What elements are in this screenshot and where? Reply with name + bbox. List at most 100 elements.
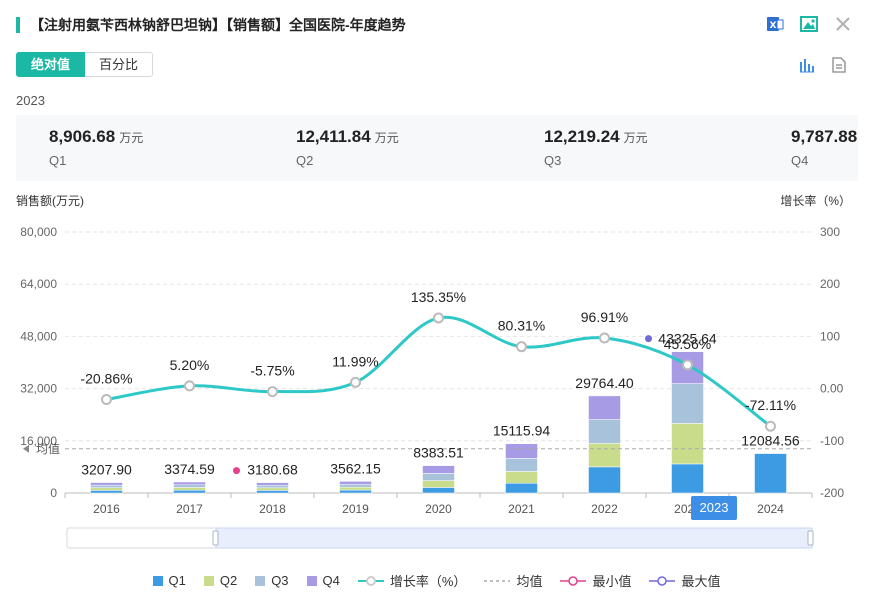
y-axis-title: 销售额(万元) xyxy=(16,194,84,208)
chart-title: 【注射用氨苄西林钠舒巴坦钠】【销售额】全国医院-年度趋势 xyxy=(30,17,406,33)
legend-q1[interactable]: Q1 xyxy=(152,571,186,590)
growth-point xyxy=(765,420,776,432)
bar-q4 xyxy=(173,481,206,485)
y2-tick-label: 100 xyxy=(820,329,840,343)
excel-export-icon[interactable]: X xyxy=(765,14,785,34)
legend-label: 最大值 xyxy=(681,574,721,589)
growth-point xyxy=(682,359,693,371)
bar-q2 xyxy=(505,471,538,484)
title-actions: X xyxy=(765,14,853,34)
bar-total-label: 43325.64 xyxy=(658,331,717,347)
summary-unit: 万元 xyxy=(119,131,144,145)
summary-q1: 8,906.68 万元 Q1 xyxy=(49,127,143,168)
legend-growth[interactable]: 增长率（%） xyxy=(357,571,467,590)
bar-q1 xyxy=(173,489,206,494)
value-mode-toggle: 绝对值 百分比 xyxy=(16,52,154,77)
x-tick-label: 2021 xyxy=(508,502,535,516)
zoom-handle-right xyxy=(807,530,814,546)
view-switcher xyxy=(797,55,849,75)
summary-unit: 万元 xyxy=(623,131,648,145)
bar-q2 xyxy=(256,487,289,491)
summary-value: 12,411.84 xyxy=(296,127,371,146)
summary-quarter: Q3 xyxy=(544,153,562,168)
bar-q2 xyxy=(339,486,372,491)
quarter-summary: 8,906.68 万元 Q1 12,411.84 万元 Q2 12,219.24 万元… xyxy=(16,115,858,181)
close-icon[interactable] xyxy=(833,14,853,34)
legend-swatch xyxy=(255,575,266,586)
growth-point xyxy=(599,332,610,344)
bar-q3 xyxy=(505,458,538,472)
bar-q1 xyxy=(671,463,704,494)
y2-axis-title: 增长率（%） xyxy=(780,194,851,208)
bar-q4 xyxy=(588,395,621,420)
bar-q1 xyxy=(754,453,787,494)
image-export-icon[interactable] xyxy=(799,14,819,34)
bar-q3 xyxy=(256,484,289,489)
bar-total-label: 29764.40 xyxy=(575,375,634,391)
legend-q3[interactable]: Q3 xyxy=(255,571,289,590)
bar-q1 xyxy=(90,490,123,494)
bar-chart-view-icon[interactable] xyxy=(797,55,817,75)
summary-q4: 9,787.88万元 Q4 xyxy=(791,127,858,168)
bar-q3 xyxy=(588,419,621,444)
y-tick-label: 32,000 xyxy=(20,382,57,396)
growth-point xyxy=(350,376,361,388)
growth-point xyxy=(433,312,444,324)
svg-text:X: X xyxy=(770,21,777,31)
table-view-icon[interactable] xyxy=(829,55,849,75)
absolute-value-button[interactable]: 绝对值 xyxy=(16,52,86,77)
growth-label: 45.56% xyxy=(664,336,711,352)
bar-total-label: 3207.90 xyxy=(81,462,132,478)
legend-min-marker xyxy=(560,575,587,586)
growth-label: 11.99% xyxy=(332,353,378,369)
average-marker xyxy=(23,444,29,453)
summary-value: 9,787.88 xyxy=(791,127,858,146)
bar-q2 xyxy=(90,487,123,491)
bar-q4 xyxy=(339,481,372,485)
legend-label: 增长率（%） xyxy=(389,574,467,589)
legend-q2[interactable]: Q2 xyxy=(203,571,237,590)
growth-label: 5.20% xyxy=(170,357,210,373)
bar-q4 xyxy=(90,482,123,486)
bar-q3 xyxy=(422,473,455,481)
growth-point xyxy=(101,393,112,405)
legend-swatch xyxy=(203,575,214,586)
bar-q2 xyxy=(588,443,621,468)
legend-max[interactable]: 最大值 xyxy=(649,571,720,590)
min-marker xyxy=(233,467,240,475)
summary-quarter: Q2 xyxy=(296,153,314,168)
y2-tick-label: -100 xyxy=(820,434,844,448)
bar-q2 xyxy=(422,480,455,488)
y-tick-label: 64,000 xyxy=(20,277,57,291)
growth-label: 96.91% xyxy=(581,309,628,325)
legend-label: 均值 xyxy=(516,574,543,589)
y2-tick-label: 0.00 xyxy=(820,382,844,396)
legend-label: Q3 xyxy=(271,573,289,588)
legend-q4[interactable]: Q4 xyxy=(306,571,340,590)
bar-q4 xyxy=(505,443,538,459)
x-tick-label: 2020 xyxy=(425,502,452,516)
summary-q3: 12,219.24 万元 Q3 xyxy=(544,127,648,168)
bar-q2 xyxy=(671,423,704,465)
legend-average[interactable]: 均值 xyxy=(484,571,542,590)
legend-swatch xyxy=(152,575,163,586)
y-tick-label: 16,000 xyxy=(20,434,57,448)
percent-button[interactable]: 百分比 xyxy=(85,52,154,77)
legend-label: 最小值 xyxy=(592,574,632,589)
bar-q3 xyxy=(671,383,704,424)
bar-total-label: 15115.94 xyxy=(493,423,551,439)
x-tick-label: 2024 xyxy=(757,502,784,516)
max-marker xyxy=(645,335,652,343)
summary-quarter: Q1 xyxy=(49,153,67,168)
bar-q3 xyxy=(90,484,123,489)
y2-tick-label: 300 xyxy=(820,225,840,239)
x-tick-label: 2019 xyxy=(342,502,369,516)
x-tick-label: 2016 xyxy=(93,502,120,516)
bar-q4 xyxy=(256,482,289,486)
summary-q2: 12,411.84 万元 Q2 xyxy=(296,127,399,168)
growth-label: -5.75% xyxy=(250,363,294,379)
legend-label: Q1 xyxy=(168,573,186,588)
legend-min[interactable]: 最小值 xyxy=(560,571,631,590)
growth-label: -72.11% xyxy=(745,397,796,413)
y-tick-label: 48,000 xyxy=(20,329,57,343)
